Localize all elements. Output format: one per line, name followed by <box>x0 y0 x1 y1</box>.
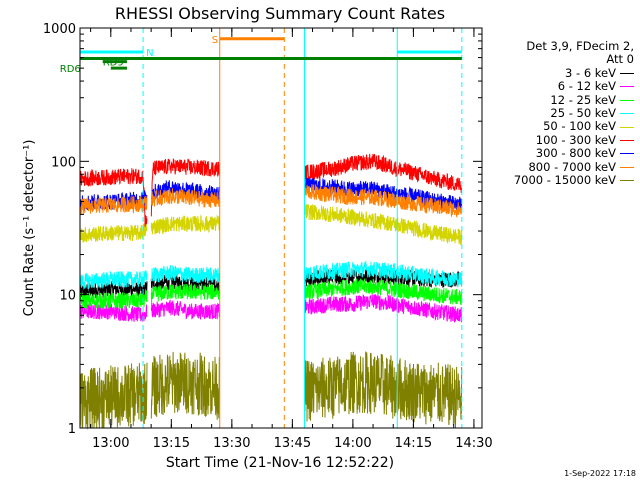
legend-swatch <box>620 140 634 142</box>
x-tick-label-1415: 14:15 <box>395 436 432 451</box>
legend-entry: 50 - 100 keV <box>484 120 634 133</box>
plot-frame <box>79 27 483 429</box>
legend-entry-label: 25 - 50 keV <box>550 106 616 121</box>
flag-label-rd9: RD9 <box>103 58 124 69</box>
series-line-12-25-kev <box>79 278 463 309</box>
legend-entry-label: 100 - 300 keV <box>535 132 616 147</box>
legend-swatch <box>620 153 634 155</box>
x-tick-label-1300: 13:00 <box>92 436 129 451</box>
series-line-25-50-kev <box>79 260 463 290</box>
y-tick-label-100: 100 <box>51 155 76 170</box>
legend-swatch <box>620 126 634 128</box>
legend-entry: 100 - 300 keV <box>484 132 634 147</box>
x-tick-label-1430: 14:30 <box>455 436 492 451</box>
series-line-50-100-kev <box>79 203 463 246</box>
legend-swatch <box>620 86 634 88</box>
legend-entry: 300 - 800 keV <box>484 146 634 161</box>
y-axis-label: Count Rate (s⁻¹ detector⁻¹) <box>22 140 37 317</box>
plot-area: N RD9 RD6 S 1 10 100 1000 13:00 13:15 13:30 13:45 14… <box>43 22 493 451</box>
legend: Det 3,9, FDecim 2, Att 0 3 - 6 keV 6 - 12… <box>484 39 634 188</box>
series-line-7000-15000-kev <box>79 351 463 430</box>
chart-title: RHESSI Observing Summary Count Rates <box>115 4 445 23</box>
legend-swatch <box>620 166 634 168</box>
legend-header-line-2: Att 0 <box>606 52 634 67</box>
legend-entry-label: 12 - 25 keV <box>550 92 616 107</box>
series-line-800-7000-kev <box>79 183 463 218</box>
x-tick-label-1330: 13:30 <box>213 436 250 451</box>
legend-entry: 12 - 25 keV <box>484 92 634 107</box>
y-tick-label-1: 1 <box>68 422 76 437</box>
legend-entry: 6 - 12 keV <box>484 79 634 94</box>
y-tick-label-1000: 1000 <box>43 22 76 37</box>
legend-swatch <box>620 99 634 101</box>
legend-header-line-1: Det 3,9, FDecim 2, <box>526 39 634 53</box>
series-line-100-300-kev <box>79 153 463 227</box>
legend-entries: 3 - 6 keV 6 - 12 keV 12 - 25 keV 25 - 50 ke… <box>484 65 634 188</box>
flag-label-s: S <box>212 35 218 46</box>
legend-entry: 7000 - 15000 keV <box>484 173 634 188</box>
legend-entry-label: 50 - 100 keV <box>543 119 616 134</box>
y-tick-label-10: 10 <box>59 289 76 304</box>
x-tick-label-1400: 14:00 <box>334 436 371 451</box>
legend-entry-label: 6 - 12 keV <box>557 79 616 94</box>
flag-label-rd6: RD6 <box>60 64 81 75</box>
legend-entry-label: 800 - 7000 keV <box>528 159 616 174</box>
x-tick-label-1315: 13:15 <box>153 436 190 451</box>
legend-entry-label: 7000 - 15000 keV <box>513 173 616 188</box>
legend-entry-label: 300 - 800 keV <box>535 146 616 161</box>
legend-swatch <box>620 180 634 182</box>
legend-entry: 25 - 50 keV <box>484 106 634 121</box>
flag-label-n: N <box>146 48 153 59</box>
series-line-6-12-kev <box>79 293 463 323</box>
legend-swatch <box>620 73 634 75</box>
x-axis-label: Start Time (21-Nov-16 12:52:22) <box>166 455 394 471</box>
legend-swatch <box>620 113 634 115</box>
legend-entry-label: 3 - 6 keV <box>565 65 616 80</box>
x-tick-label-1345: 13:45 <box>274 436 311 451</box>
legend-entry: 3 - 6 keV <box>484 65 634 80</box>
legend-entry: 800 - 7000 keV <box>484 159 634 174</box>
generated-timestamp: 1-Sep-2022 17:18 <box>564 469 636 478</box>
